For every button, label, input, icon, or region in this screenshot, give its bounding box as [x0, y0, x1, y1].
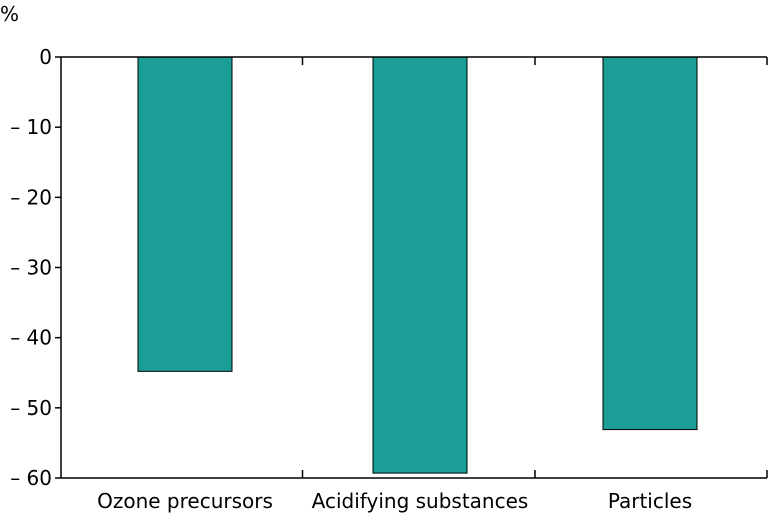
- y-ticks-group: 0 – 10 – 20 – 30 – 40 – 50 – 60: [10, 45, 61, 490]
- y-tick-label-6: – 50: [10, 396, 52, 420]
- bars-group: [137, 56, 698, 474]
- x-labels-group: Ozone precursors Acidifying substances Par…: [97, 489, 692, 513]
- bar-1: [137, 56, 233, 372]
- x-category-label-2: Acidifying substances: [312, 489, 529, 513]
- x-category-label-1: Ozone precursors: [97, 489, 273, 513]
- bar-3: [602, 56, 698, 431]
- x-category-label-3: Particles: [608, 489, 692, 513]
- y-tick-label-2: – 10: [10, 115, 52, 139]
- y-tick-label-5: – 40: [10, 326, 52, 350]
- y-unit-label: %: [0, 2, 19, 26]
- y-tick-label-1: 0: [39, 45, 52, 69]
- bar-2: [372, 56, 468, 474]
- y-tick-label-3: – 20: [10, 185, 52, 209]
- y-tick-label-4: – 30: [10, 256, 52, 280]
- y-tick-label-7: – 60: [10, 466, 52, 490]
